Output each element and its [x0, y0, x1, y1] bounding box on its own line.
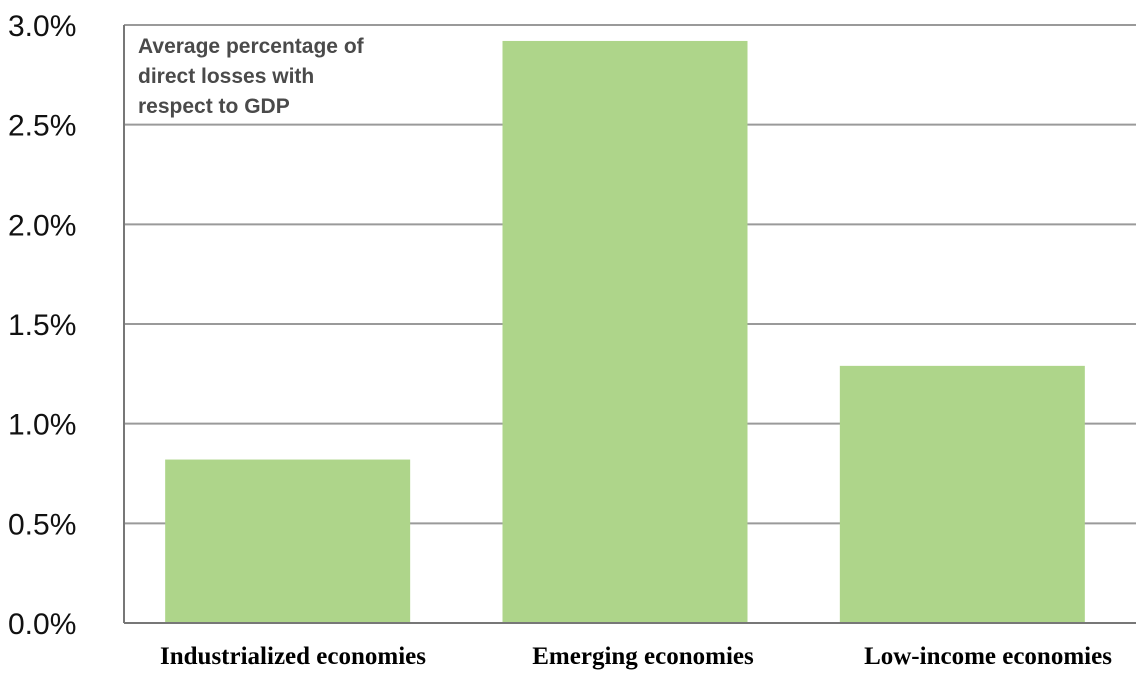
annotation-line-1: Average percentage of — [138, 35, 365, 58]
y-tick-label: 1.0% — [8, 409, 76, 442]
annotation-line-3: respect to GDP — [138, 95, 290, 118]
y-tick-label: 2.0% — [8, 209, 76, 242]
annotation-line-2: direct losses with — [138, 65, 314, 88]
x-category-label: Low-income economies — [864, 643, 1112, 670]
y-tick-label: 2.5% — [8, 110, 76, 143]
y-tick-labels: 0.0% 0.5% 1.0% 1.5% 2.0% 2.5% 3.0% — [8, 10, 76, 641]
bar-low-income-economies — [839, 365, 1085, 623]
y-tick-label: 1.5% — [8, 309, 76, 342]
bar-industrialized-economies — [165, 459, 411, 623]
y-tick-label: 0.0% — [8, 608, 76, 641]
annotation-text: Average percentage of direct losses with… — [138, 35, 369, 118]
x-category-label: Emerging economies — [532, 643, 754, 670]
y-tick-label: 3.0% — [8, 10, 76, 43]
bars — [165, 40, 1085, 624]
y-tick-label: 0.5% — [8, 508, 76, 541]
x-category-label: Industrialized economies — [160, 643, 426, 670]
x-category-labels: Industrialized economies Emerging economi… — [160, 643, 1112, 670]
bar-emerging-economies — [502, 40, 748, 624]
axes — [123, 25, 1136, 624]
